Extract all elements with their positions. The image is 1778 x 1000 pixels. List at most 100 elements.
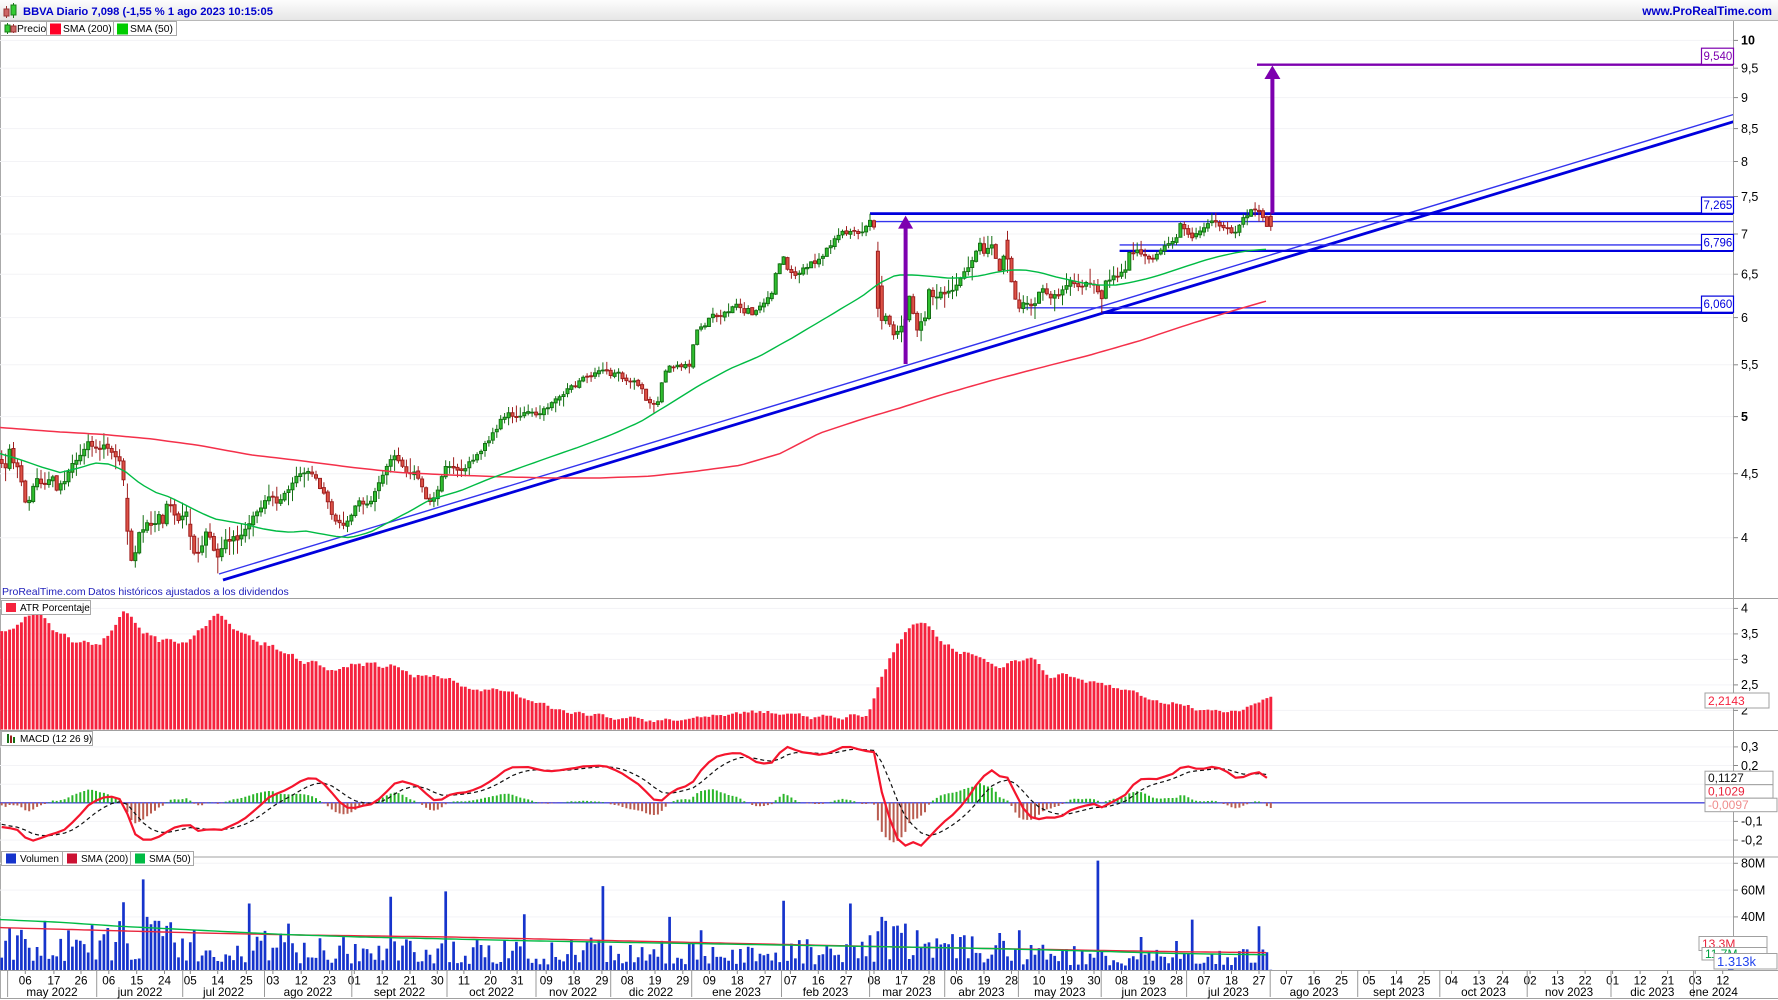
svg-text:60M: 60M — [1741, 883, 1765, 897]
svg-text:30: 30 — [431, 975, 445, 988]
svg-text:19: 19 — [648, 975, 661, 988]
svg-text:6,060: 6,060 — [1704, 299, 1733, 311]
svg-text:28: 28 — [1170, 975, 1183, 988]
svg-text:31: 31 — [511, 975, 524, 988]
svg-text:04: 04 — [1445, 975, 1459, 988]
svg-text:ProRealTime.com: ProRealTime.com — [2, 586, 86, 598]
svg-text:www.ProRealTime.com: www.ProRealTime.com — [1641, 4, 1772, 18]
svg-text:18: 18 — [731, 975, 744, 988]
svg-text:jun 2023: jun 2023 — [1120, 986, 1166, 999]
svg-text:7: 7 — [1741, 227, 1748, 241]
svg-text:8: 8 — [1741, 155, 1748, 169]
svg-text:80M: 80M — [1741, 857, 1765, 871]
svg-text:27: 27 — [840, 975, 853, 988]
svg-text:8,5: 8,5 — [1741, 122, 1758, 136]
svg-text:ago 2023: ago 2023 — [1290, 986, 1339, 999]
svg-text:08: 08 — [1115, 975, 1128, 988]
svg-text:4: 4 — [1741, 531, 1748, 545]
svg-text:40M: 40M — [1741, 910, 1765, 924]
svg-text:6,796: 6,796 — [1704, 237, 1733, 249]
svg-text:sept 2023: sept 2023 — [1373, 986, 1424, 999]
svg-text:1.313k: 1.313k — [1717, 954, 1757, 969]
svg-text:5,5: 5,5 — [1741, 358, 1758, 372]
svg-text:05: 05 — [184, 975, 198, 988]
svg-text:sept 2022: sept 2022 — [374, 986, 425, 999]
svg-text:mar 2023: mar 2023 — [882, 986, 931, 999]
svg-text:18: 18 — [567, 975, 580, 988]
svg-text:24: 24 — [158, 975, 172, 988]
svg-text:nov 2022: nov 2022 — [549, 986, 597, 999]
svg-text:12: 12 — [1634, 975, 1647, 988]
svg-text:25: 25 — [1335, 975, 1349, 988]
svg-text:29: 29 — [595, 975, 608, 988]
svg-text:19: 19 — [1142, 975, 1155, 988]
svg-text:7,265: 7,265 — [1704, 200, 1733, 212]
svg-text:12: 12 — [376, 975, 389, 988]
svg-text:SMA (200): SMA (200) — [63, 24, 112, 35]
svg-text:13: 13 — [1551, 975, 1564, 988]
svg-text:feb 2023: feb 2023 — [803, 986, 849, 999]
svg-text:nov 2023: nov 2023 — [1545, 986, 1593, 999]
svg-text:07: 07 — [784, 975, 797, 988]
svg-text:21: 21 — [403, 975, 416, 988]
svg-text:9: 9 — [1741, 91, 1748, 105]
svg-text:30: 30 — [1087, 975, 1101, 988]
svg-text:MACD (12 26 9): MACD (12 26 9) — [20, 734, 92, 745]
svg-text:BBVA Diario 7,098 (-1,55 % 1 a: BBVA Diario 7,098 (-1,55 % 1 ago 2023 10… — [23, 6, 273, 18]
svg-text:27: 27 — [759, 975, 772, 988]
svg-text:20: 20 — [484, 975, 498, 988]
svg-text:Precio: Precio — [17, 24, 46, 35]
svg-text:oct 2022: oct 2022 — [469, 986, 514, 999]
svg-text:08: 08 — [621, 975, 634, 988]
svg-text:13: 13 — [1472, 975, 1485, 988]
svg-text:25: 25 — [240, 975, 254, 988]
svg-text:28: 28 — [1005, 975, 1018, 988]
svg-text:jun 2022: jun 2022 — [117, 986, 163, 999]
svg-text:01: 01 — [348, 975, 361, 988]
svg-text:SMA (50): SMA (50) — [130, 24, 173, 35]
svg-text:-0,1: -0,1 — [1741, 815, 1763, 829]
svg-text:may 2023: may 2023 — [1034, 986, 1085, 999]
svg-text:08: 08 — [867, 975, 880, 988]
svg-text:14: 14 — [211, 975, 225, 988]
svg-text:9,5: 9,5 — [1741, 62, 1758, 76]
svg-text:01: 01 — [1606, 975, 1619, 988]
svg-text:16: 16 — [812, 975, 825, 988]
svg-text:16: 16 — [1307, 975, 1320, 988]
svg-text:0,2: 0,2 — [1741, 759, 1758, 773]
svg-text:Volumen: Volumen — [20, 854, 59, 865]
svg-text:-0,0097: -0,0097 — [1708, 798, 1749, 812]
svg-text:0,1029: 0,1029 — [1708, 785, 1745, 799]
svg-text:19: 19 — [1060, 975, 1073, 988]
svg-text:ago 2022: ago 2022 — [284, 986, 333, 999]
svg-text:dic 2022: dic 2022 — [629, 986, 673, 999]
svg-text:06: 06 — [19, 975, 32, 988]
svg-text:03: 03 — [266, 975, 279, 988]
svg-text:07: 07 — [1197, 975, 1210, 988]
svg-text:02: 02 — [1524, 975, 1537, 988]
svg-text:2: 2 — [1741, 704, 1748, 718]
svg-text:SMA (200): SMA (200) — [81, 854, 128, 865]
svg-text:17: 17 — [47, 975, 60, 988]
svg-text:07: 07 — [1280, 975, 1293, 988]
svg-text:09: 09 — [703, 975, 716, 988]
svg-text:22: 22 — [1579, 975, 1592, 988]
svg-text:6,5: 6,5 — [1741, 268, 1758, 282]
svg-text:18: 18 — [1225, 975, 1238, 988]
svg-text:24: 24 — [1496, 975, 1510, 988]
svg-text:0,1127: 0,1127 — [1708, 771, 1744, 785]
svg-text:15: 15 — [130, 975, 144, 988]
svg-text:12: 12 — [295, 975, 308, 988]
svg-text:21: 21 — [1661, 975, 1674, 988]
svg-text:4: 4 — [1741, 602, 1748, 616]
svg-text:26: 26 — [74, 975, 87, 988]
svg-text:4,5: 4,5 — [1741, 467, 1758, 481]
svg-text:05: 05 — [1362, 975, 1376, 988]
svg-text:0,3: 0,3 — [1741, 740, 1758, 754]
svg-text:9,540: 9,540 — [1704, 51, 1733, 63]
svg-text:14: 14 — [1390, 975, 1404, 988]
svg-text:09: 09 — [540, 975, 553, 988]
svg-text:06: 06 — [102, 975, 115, 988]
svg-text:oct 2023: oct 2023 — [1461, 986, 1506, 999]
svg-text:2,2143: 2,2143 — [1708, 694, 1745, 708]
